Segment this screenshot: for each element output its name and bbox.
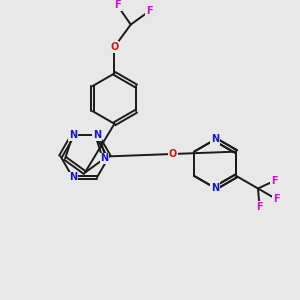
Text: O: O <box>169 149 177 159</box>
Text: F: F <box>271 176 278 186</box>
Text: N: N <box>93 130 101 140</box>
Text: O: O <box>110 42 118 52</box>
Text: N: N <box>69 172 77 182</box>
Text: F: F <box>114 0 121 10</box>
Text: N: N <box>100 153 109 164</box>
Text: F: F <box>273 194 279 204</box>
Text: N: N <box>211 134 219 145</box>
Text: N: N <box>211 183 219 193</box>
Text: F: F <box>256 202 263 212</box>
Text: N: N <box>69 130 77 140</box>
Text: F: F <box>146 6 152 16</box>
